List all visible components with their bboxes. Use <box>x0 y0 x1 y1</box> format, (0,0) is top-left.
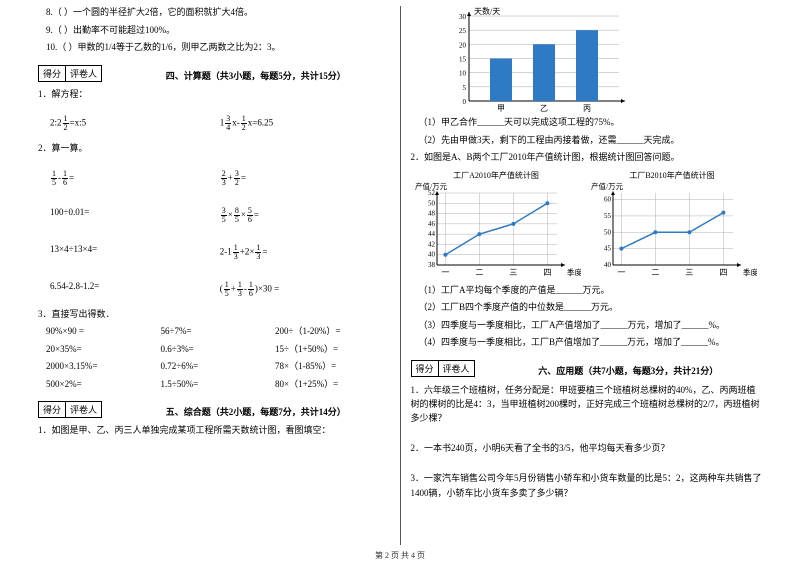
svg-text:二: 二 <box>651 268 659 277</box>
svg-text:天数/天: 天数/天 <box>474 6 500 16</box>
svg-text:季度: 季度 <box>743 267 757 277</box>
eq-row2d: 6.54-2.8-1.2= (15+13-16)×30 = <box>50 281 390 298</box>
line-charts: 工厂A2010年产值统计图产值/万元 38 40 42 44 46 48 50 52 一 二 三 四 季度… <box>411 169 763 284</box>
eq2d: 35×85×56= <box>220 207 390 224</box>
a2: 2．一本书240页，小明6天看了全书的3/5，他平均每天看多少页？ <box>411 442 763 456</box>
calc-table: 90%×90 =56÷7%=200÷（1-20%）= 20×35%=0.6÷3%… <box>46 325 390 395</box>
q2-3: （3）四季度与一季度相比，工厂A产值增加了______万元，增加了______%… <box>419 319 763 333</box>
svg-text:四: 四 <box>543 268 551 277</box>
line-chart-a: 工厂A2010年产值统计图产值/万元3840424446485052一二三四季度 <box>411 169 581 284</box>
section4-header: 得分 评卷人 四、计算题（共3小题，每题5分，共计15分） <box>38 59 390 88</box>
svg-text:55: 55 <box>604 211 612 219</box>
score-box: 得分 评卷人 <box>38 401 102 418</box>
svg-text:60: 60 <box>604 195 612 203</box>
svg-text:20: 20 <box>459 41 467 49</box>
svg-text:38: 38 <box>428 261 436 269</box>
svg-text:50: 50 <box>428 199 436 207</box>
svg-text:三: 三 <box>509 268 517 277</box>
svg-text:46: 46 <box>428 219 436 227</box>
svg-text:40: 40 <box>428 250 436 258</box>
q1-1: （1）甲乙合作______天可以完成这项工程的75%。 <box>419 116 763 130</box>
eq2h: (15+13-16)×30 = <box>220 281 390 298</box>
eq2c: 100÷0.01= <box>50 207 220 224</box>
svg-text:一: 一 <box>617 268 625 277</box>
svg-text:0: 0 <box>462 98 466 106</box>
p3: 3．直接写出得数． <box>38 308 390 322</box>
q2-4: （4）四季度与一季度相比，工厂B产值增加了______万元，增加了______%… <box>419 336 763 350</box>
svg-text:50: 50 <box>604 228 612 236</box>
svg-text:42: 42 <box>428 240 436 248</box>
svg-text:一: 一 <box>441 268 449 277</box>
section6-header: 得分 评卷人 六、应用题（共7小题，每题3分，共计21分） <box>411 354 763 383</box>
column-divider <box>400 6 401 545</box>
p5-1: 1．如图是甲、乙、丙三人单独完成某项工程所需天数统计图，看图填空： <box>38 424 390 438</box>
svg-text:45: 45 <box>604 244 612 252</box>
section4-title: 四、计算题（共3小题，每题5分，共计15分） <box>122 63 389 82</box>
eq-row1: 2:212=x:5 134x-12x=6.25 <box>50 115 390 132</box>
svg-text:15: 15 <box>459 56 467 64</box>
q10: 10.（ ）甲数的1/4等于乙数的1/6，则甲乙两数之比为2：3。 <box>46 41 390 55</box>
svg-text:乙: 乙 <box>540 104 548 113</box>
svg-text:25: 25 <box>459 27 467 35</box>
eq-row2c: 13×4÷13×4= 2-113+2×13= <box>50 244 390 261</box>
score-box: 得分 评卷人 <box>411 360 475 377</box>
q2-1: （1）工厂A平均每个季度的产值是______万元。 <box>419 284 763 298</box>
eq2f: 2-113+2×13= <box>220 244 390 261</box>
q1-2: （2）先由甲做3天，剩下的工程由丙接着做，还需______天完成。 <box>419 134 763 148</box>
svg-text:工厂B2010年产值统计图: 工厂B2010年产值统计图 <box>629 170 714 180</box>
svg-text:10: 10 <box>459 70 467 78</box>
eq-row2b: 100÷0.01= 35×85×56= <box>50 207 390 224</box>
eq2a: 15-16= <box>50 170 220 187</box>
right-column: 天数/天 0 5 10 15 20 25 30 甲 乙 丙 （1）甲乙合作______天可以完成这项… <box>403 6 771 545</box>
bar-chart: 天数/天 0 5 10 15 20 25 30 甲 乙 丙 <box>441 6 641 116</box>
section5-title: 五、综合题（共2小题，每题7分，共计14分） <box>122 399 389 418</box>
svg-text:三: 三 <box>685 268 693 277</box>
p1: 1．解方程： <box>38 88 390 102</box>
svg-text:丙: 丙 <box>583 104 591 113</box>
score-box: 得分 评卷人 <box>38 65 102 82</box>
svg-text:44: 44 <box>428 230 436 238</box>
svg-text:二: 二 <box>475 268 483 277</box>
svg-text:40: 40 <box>604 261 612 269</box>
svg-text:产值/万元: 产值/万元 <box>591 181 624 191</box>
svg-text:工厂A2010年产值统计图: 工厂A2010年产值统计图 <box>453 170 539 180</box>
svg-text:四: 四 <box>719 268 727 277</box>
svg-text:5: 5 <box>462 84 466 92</box>
svg-text:48: 48 <box>428 209 436 217</box>
p2: 2．算一算。 <box>38 142 390 156</box>
eq2g: 6.54-2.8-1.2= <box>50 281 220 298</box>
page-footer: 第 2 页 共 4 页 <box>0 550 800 561</box>
p2: 2．如图是A、B两个工厂2010年产值统计图，根据统计图回答问题。 <box>411 151 763 165</box>
svg-text:30: 30 <box>459 13 467 21</box>
section5-header: 得分 评卷人 五、综合题（共2小题，每题7分，共计14分） <box>38 395 390 424</box>
grader-label: 评卷人 <box>66 66 101 81</box>
svg-text:52: 52 <box>428 189 436 197</box>
line-chart-b: 工厂B2010年产值统计图产值/万元 40 45 50 55 60 一 二 三 四 季度 <box>587 169 757 284</box>
q9: 9.（ ）出勤率不可能超过100%。 <box>46 24 390 38</box>
eq2b: 23+32= <box>220 170 390 187</box>
a1: 1．六年级三个班植树，任务分配是：甲班要植三个班植树总棵树的40%，乙、丙两班植… <box>411 383 763 426</box>
a3: 3．一家汽车销售公司今年5月份销售小轿车和小货车数量的比是5：2，这两种车共销售… <box>411 471 763 500</box>
svg-text:甲: 甲 <box>497 104 505 113</box>
section6-title: 六、应用题（共7小题，每题3分，共计21分） <box>495 358 762 377</box>
left-column: 8.（ ）一个圆的半径扩大2倍，它的面积就扩大4倍。 9.（ ）出勤率不可能超过… <box>30 6 398 545</box>
score-label: 得分 <box>39 66 66 81</box>
q2-2: （2）工厂B四个季度产值的中位数是______万元。 <box>419 301 763 315</box>
q8: 8.（ ）一个圆的半径扩大2倍，它的面积就扩大4倍。 <box>46 6 390 20</box>
eq1a: 2:212=x:5 <box>50 115 220 132</box>
svg-text:季度: 季度 <box>567 267 581 277</box>
eq-row2a: 15-16= 23+32= <box>50 170 390 187</box>
eq1b: 134x-12x=6.25 <box>220 115 390 132</box>
eq2e: 13×4÷13×4= <box>50 244 220 261</box>
